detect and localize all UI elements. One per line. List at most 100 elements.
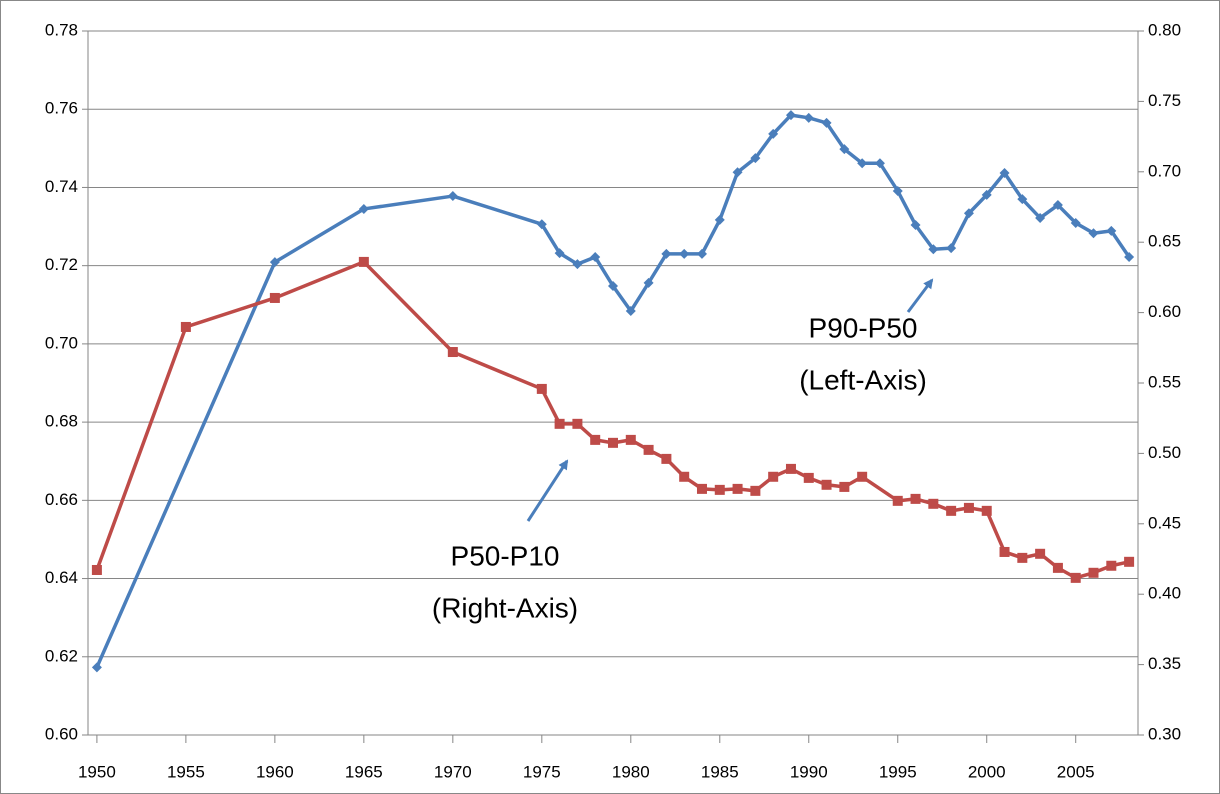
point-marker (1070, 218, 1081, 229)
y-tick-label: 0.64 (45, 568, 78, 587)
point-marker (946, 243, 957, 254)
point-marker (625, 434, 636, 445)
point-marker (661, 453, 672, 464)
x-tick-label: 1960 (256, 762, 294, 781)
y2-tick-label: 0.45 (1148, 513, 1181, 532)
point-marker (679, 471, 690, 482)
y2-tick-label: 0.40 (1148, 584, 1181, 603)
y2-tick-label: 0.80 (1148, 20, 1181, 39)
point-marker (928, 244, 939, 255)
y-tick-label: 0.74 (45, 177, 78, 196)
x-tick-label: 2000 (968, 762, 1006, 781)
point-marker (572, 259, 583, 270)
point-marker (857, 158, 868, 169)
y-tick-label: 0.66 (45, 490, 78, 509)
point-marker (1070, 572, 1081, 583)
point-marker (839, 481, 850, 492)
x-tick-label: 1990 (790, 762, 828, 781)
point-marker (874, 158, 885, 169)
point-marker (785, 110, 796, 121)
point-marker (1088, 228, 1099, 239)
point-marker (554, 248, 565, 259)
point-marker (750, 485, 761, 496)
point-marker (1106, 560, 1117, 571)
y-tick-label: 0.70 (45, 333, 78, 352)
y-tick-label: 0.60 (45, 724, 78, 743)
x-tick-label: 1965 (345, 762, 383, 781)
point-marker (536, 383, 547, 394)
point-marker (608, 281, 618, 292)
point-marker (892, 495, 903, 506)
point-marker (554, 418, 565, 429)
point-marker (999, 546, 1010, 557)
point-marker (696, 483, 707, 494)
point-marker (269, 292, 280, 303)
point-marker (732, 167, 743, 178)
annotation: (Left-Axis) (799, 364, 927, 395)
point-marker (857, 471, 868, 482)
y-tick-label: 0.76 (45, 99, 78, 118)
annotation: P90-P50 (809, 312, 918, 343)
point-marker (1035, 548, 1046, 559)
point-marker (91, 564, 102, 575)
y2-tick-label: 0.55 (1148, 372, 1181, 391)
point-marker (696, 248, 707, 259)
point-marker (661, 248, 672, 259)
point-marker (590, 252, 601, 263)
point-marker (768, 128, 779, 139)
point-marker (963, 208, 974, 219)
point-marker (1035, 212, 1046, 223)
point-marker (1124, 252, 1135, 263)
point-marker (732, 483, 743, 494)
annotation: P50-P10 (451, 540, 560, 571)
point-marker (892, 185, 903, 196)
x-tick-label: 1955 (167, 762, 205, 781)
x-tick-label: 1970 (434, 762, 472, 781)
point-marker (803, 472, 814, 483)
point-marker (1052, 562, 1063, 573)
point-marker (910, 493, 921, 504)
point-marker (625, 306, 636, 317)
point-marker (928, 498, 939, 509)
point-marker (269, 257, 280, 268)
point-marker (821, 117, 832, 128)
y-tick-label: 0.68 (45, 412, 78, 431)
point-marker (714, 214, 725, 225)
point-marker (803, 112, 814, 123)
point-marker (180, 321, 191, 332)
point-marker (1017, 194, 1028, 205)
annotation-arrow (526, 459, 569, 522)
x-tick-label: 1985 (701, 762, 739, 781)
point-marker (1017, 552, 1028, 563)
point-marker (679, 248, 690, 259)
annotation: (Right-Axis) (432, 592, 578, 623)
point-marker (750, 153, 761, 164)
point-marker (999, 167, 1010, 178)
point-marker (768, 471, 779, 482)
y-tick-label: 0.72 (45, 255, 78, 274)
point-marker (714, 484, 725, 495)
point-marker (358, 203, 369, 214)
point-marker (946, 505, 957, 516)
point-marker (963, 502, 974, 513)
y2-tick-label: 0.30 (1148, 724, 1181, 743)
point-marker (643, 277, 654, 288)
y2-tick-label: 0.35 (1148, 654, 1181, 673)
point-marker (91, 662, 102, 673)
y-tick-label: 0.78 (45, 20, 78, 39)
point-marker (1052, 200, 1063, 211)
x-tick-label: 1980 (612, 762, 650, 781)
point-marker (981, 189, 992, 200)
point-marker (643, 444, 654, 455)
y-tick-label: 0.62 (45, 646, 78, 665)
point-marker (785, 463, 796, 474)
point-marker (608, 437, 618, 448)
point-marker (590, 434, 601, 445)
point-marker (447, 347, 458, 358)
point-marker (1088, 567, 1099, 578)
x-tick-label: 1950 (78, 762, 116, 781)
y2-tick-label: 0.70 (1148, 161, 1181, 180)
y2-tick-label: 0.60 (1148, 302, 1181, 321)
point-marker (821, 479, 832, 490)
